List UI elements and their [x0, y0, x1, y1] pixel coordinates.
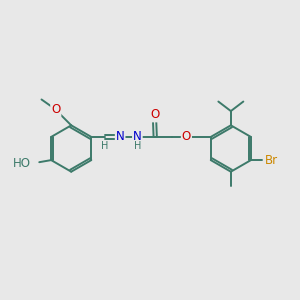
Text: H: H [134, 141, 142, 151]
Text: N: N [133, 130, 142, 143]
Text: HO: HO [13, 157, 31, 170]
Text: H: H [101, 141, 108, 151]
Text: O: O [51, 103, 60, 116]
Text: Br: Br [265, 154, 278, 166]
Text: O: O [182, 130, 191, 143]
Text: N: N [116, 130, 124, 143]
Text: O: O [150, 108, 159, 122]
